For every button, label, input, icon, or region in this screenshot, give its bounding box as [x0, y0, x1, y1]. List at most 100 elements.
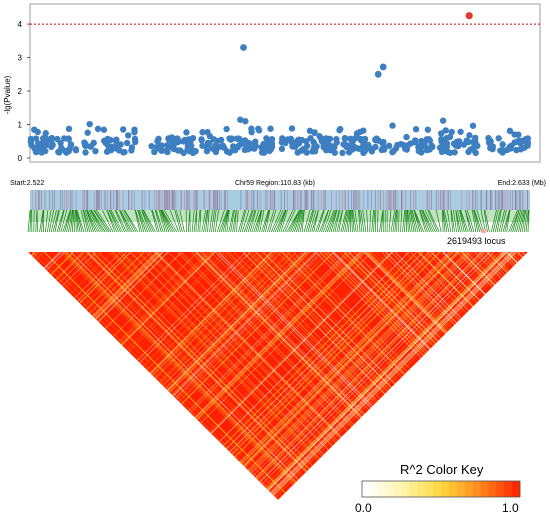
snp-point [67, 141, 75, 149]
snp-point [425, 145, 433, 153]
ld-link [110, 209, 123, 233]
ld-link [179, 209, 185, 233]
ld-link [465, 209, 473, 233]
ld-link [280, 209, 288, 233]
top-snp-marker [481, 228, 487, 234]
ld-link [139, 209, 149, 233]
ld-link [410, 209, 417, 233]
ld-diagonal [219, 252, 470, 500]
ld-diagonal [481, 252, 528, 500]
snp-point [469, 122, 477, 129]
snp-point [470, 139, 477, 146]
ld-link [419, 209, 427, 233]
ld-link [211, 209, 216, 233]
ld-link [427, 209, 438, 233]
snp-point [284, 136, 291, 143]
ld-link [299, 209, 305, 233]
top-snp-locus-label: 2619493 locus [447, 236, 506, 246]
ld-diagonal [404, 252, 528, 500]
snp-point [226, 135, 233, 142]
ld-link [338, 209, 343, 233]
ld-diagonal [43, 252, 295, 500]
ld-link [409, 209, 415, 233]
ld-link [218, 209, 228, 233]
gene-bar [30, 190, 530, 210]
ld-link [241, 209, 250, 233]
color-key-max-label: 1.0 [502, 501, 519, 515]
ld-link [407, 209, 411, 233]
snp-point [374, 70, 382, 78]
snp-point [113, 139, 120, 147]
snp-point [237, 116, 244, 123]
ld-link [224, 209, 229, 233]
color-key-cell [456, 481, 465, 497]
snp-point [372, 136, 379, 144]
ld-diagonal [485, 252, 528, 500]
snp-point [385, 142, 393, 150]
ld-link [358, 209, 363, 233]
ld-link [388, 209, 392, 233]
snp-point [189, 134, 197, 142]
ld-link [484, 209, 490, 233]
ld-diagonal [253, 252, 505, 500]
ld-link [453, 209, 457, 233]
snp-point [183, 129, 190, 136]
ld-link [214, 209, 220, 233]
ld-link [421, 209, 432, 233]
y-axis-ticks: 0 1 2 3 4 [18, 20, 30, 163]
ld-link [428, 209, 440, 233]
snp-point [341, 135, 349, 142]
ld-link [286, 209, 300, 233]
snp-point [217, 136, 225, 144]
ld-link [197, 209, 201, 233]
ld-link [76, 209, 83, 233]
snp-point [264, 146, 271, 153]
ld-link-lines [27, 209, 530, 233]
snp-point [158, 142, 165, 149]
ld-link [521, 209, 527, 233]
ld-link [272, 209, 284, 233]
snp-point [451, 149, 458, 156]
ld-link [142, 209, 154, 233]
snp-point [511, 131, 518, 138]
ld-link [228, 209, 234, 233]
ld-link [201, 209, 207, 233]
ld-link [523, 209, 528, 233]
ld-link [317, 209, 325, 233]
ld-link [220, 209, 229, 233]
ld-link [358, 209, 361, 233]
ld-link [35, 209, 38, 233]
ld-diagonal [209, 252, 460, 500]
ld-diagonal [66, 252, 317, 500]
snp-point [92, 147, 99, 155]
color-key-cell [472, 481, 481, 497]
ld-diagonal [28, 252, 145, 500]
snp-point [168, 134, 176, 141]
color-key-cell [441, 481, 450, 497]
ld-link [414, 209, 425, 233]
snp-points [27, 12, 532, 157]
ld-link [137, 209, 147, 233]
snp-point [438, 136, 445, 143]
ld-diagonal [31, 252, 283, 500]
snp-point [260, 140, 267, 148]
ld-diagonal [252, 252, 503, 500]
ld-link [89, 209, 102, 233]
snp-point [267, 125, 274, 132]
snp-point [443, 143, 451, 150]
ld-link [119, 209, 133, 233]
ld-link [270, 209, 282, 233]
ld-link [106, 209, 116, 233]
ld-link [195, 209, 198, 233]
snp-point [199, 142, 206, 149]
snp-point [322, 135, 329, 142]
ld-diagonal [28, 252, 61, 500]
snp-point [437, 130, 445, 137]
color-key-cell [496, 481, 505, 497]
ld-link [309, 209, 317, 233]
ld-diagonal [506, 252, 528, 500]
snp-point [240, 44, 247, 51]
ld-link [303, 209, 311, 233]
ld-link [321, 209, 330, 233]
